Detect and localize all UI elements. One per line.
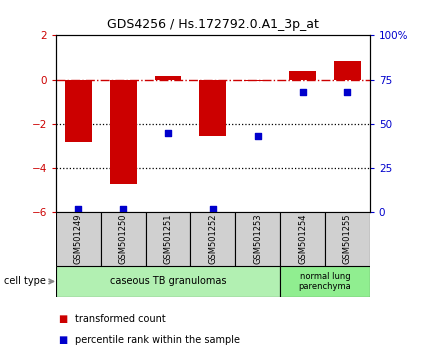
Bar: [235, 212, 280, 266]
Bar: [56, 212, 101, 266]
Point: [299, 89, 306, 95]
Bar: [289, 71, 316, 80]
Text: GSM501252: GSM501252: [209, 214, 217, 264]
Bar: [110, 80, 137, 184]
Bar: [200, 80, 226, 136]
Bar: [280, 212, 325, 266]
Bar: [56, 266, 280, 297]
Text: caseous TB granulomas: caseous TB granulomas: [110, 276, 226, 286]
Point: [165, 130, 172, 136]
Point: [120, 206, 126, 212]
Bar: [244, 80, 271, 81]
Bar: [101, 212, 146, 266]
Text: ■: ■: [58, 335, 68, 345]
Point: [75, 206, 82, 212]
Point: [344, 89, 351, 95]
Text: GSM501254: GSM501254: [298, 214, 307, 264]
Text: ■: ■: [58, 314, 68, 324]
Text: GSM501251: GSM501251: [163, 214, 172, 264]
Text: transformed count: transformed count: [75, 314, 166, 324]
Text: cell type: cell type: [4, 276, 46, 286]
Bar: [190, 212, 235, 266]
Text: GSM501255: GSM501255: [343, 214, 352, 264]
Bar: [325, 212, 370, 266]
Title: GDS4256 / Hs.172792.0.A1_3p_at: GDS4256 / Hs.172792.0.A1_3p_at: [107, 18, 319, 32]
Point: [254, 133, 261, 139]
Text: GSM501249: GSM501249: [74, 214, 83, 264]
Bar: [334, 61, 361, 80]
Point: [209, 206, 216, 212]
Bar: [65, 80, 92, 142]
Bar: [154, 76, 181, 80]
Text: normal lung
parenchyma: normal lung parenchyma: [298, 272, 351, 291]
Text: GSM501253: GSM501253: [253, 213, 262, 264]
Bar: [146, 212, 190, 266]
Text: GSM501250: GSM501250: [119, 214, 128, 264]
Text: percentile rank within the sample: percentile rank within the sample: [75, 335, 240, 345]
Bar: [280, 266, 370, 297]
